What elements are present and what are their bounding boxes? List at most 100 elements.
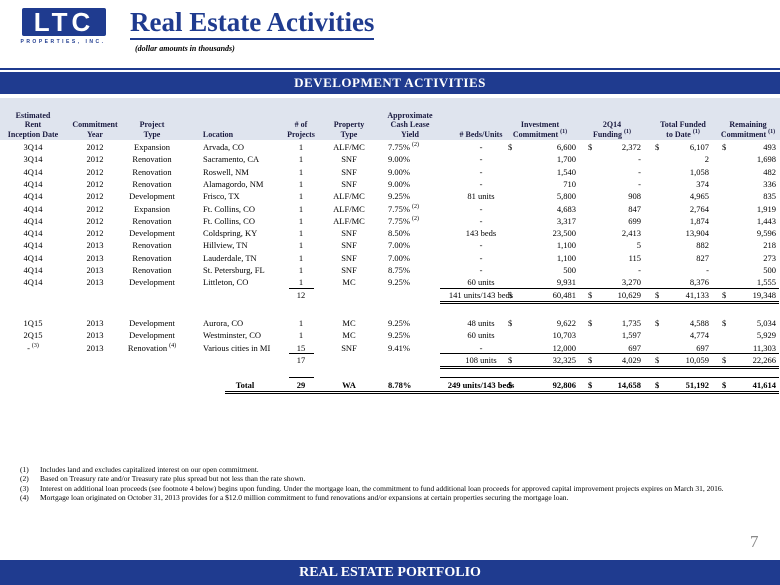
column-header-text: Commitment Year <box>72 120 118 139</box>
cell: WA <box>342 380 356 390</box>
cell: 336 <box>763 178 776 189</box>
rule <box>289 288 314 290</box>
cell: 143 beds <box>465 228 497 239</box>
cell: 9.41% <box>388 342 410 353</box>
cell: 1Q15 <box>23 318 43 328</box>
cell: 4,683 <box>556 203 576 214</box>
cell: Development <box>129 277 175 288</box>
rule <box>289 377 314 378</box>
cell: Renovation <box>132 252 172 263</box>
footnote-ref: (2) <box>411 142 419 149</box>
cell: Renovation <box>132 178 172 189</box>
cell: 4,774 <box>689 330 709 341</box>
column-header: Project Type <box>140 120 165 139</box>
column-header: Location <box>203 130 233 140</box>
cell: - <box>479 203 483 214</box>
cell: 12,000 <box>552 342 576 353</box>
column-header: Commitment Year <box>72 120 117 139</box>
cell-text: 10,629 <box>617 290 641 301</box>
cell: 9,931 <box>556 277 576 288</box>
footnote-mark: (4) <box>20 492 29 502</box>
cell: 22,266 <box>753 355 776 365</box>
cell: 2Q15 <box>23 330 43 341</box>
cell: 9.25% <box>388 191 410 202</box>
cell-text: 6,107 <box>689 142 709 152</box>
cell: 1,100 <box>556 240 576 251</box>
cell: 1,597 <box>621 330 641 341</box>
currency: $ <box>588 142 593 152</box>
column-header: # of Projects <box>287 120 315 139</box>
cell: 827 <box>696 252 709 263</box>
cell: 12 <box>296 290 306 301</box>
cell: 1 <box>298 277 304 288</box>
currency: $ <box>508 355 513 366</box>
currency: $ <box>655 355 660 366</box>
cell: Ft. Collins, CO <box>203 203 255 214</box>
cell: 1,443 <box>756 215 776 226</box>
cell: 4Q14 <box>23 178 43 189</box>
cell-text: 5,034 <box>756 318 776 328</box>
cell: 1 <box>298 166 304 177</box>
cell: ALF/MC <box>333 203 365 214</box>
cell: SNF <box>341 178 357 189</box>
cell: 4Q14 <box>23 240 43 251</box>
cell: 108 units <box>465 355 497 366</box>
footnote-text: Based on Treasury rate and/or Treasury r… <box>40 474 306 484</box>
rule <box>440 301 779 303</box>
cell: 1 <box>298 142 304 152</box>
column-header-text: Total Funded to Date <box>660 120 706 139</box>
cell: Renovation <box>132 265 172 275</box>
column-header-text: Remaining Commitment <box>720 120 767 139</box>
cell: 9.25% <box>388 318 410 328</box>
cell: 9.25% <box>388 277 410 288</box>
cell: 1 <box>298 215 304 226</box>
rule <box>440 353 779 355</box>
cell: 710 <box>563 178 576 189</box>
cell: 2012 <box>86 191 104 202</box>
rule <box>225 391 779 392</box>
cell: 2013 <box>86 342 104 353</box>
cell: 3,317 <box>556 215 576 226</box>
cell: 1,100 <box>556 252 576 263</box>
cell: 115 <box>628 252 641 263</box>
logo-mark: LTC <box>22 8 106 36</box>
cell-text: 14,658 <box>617 380 641 390</box>
cell: - <box>479 142 483 152</box>
cell: 1 <box>298 265 304 275</box>
cell: - (3) <box>27 343 39 353</box>
cell: SNF <box>341 342 357 353</box>
cell: 10,059 <box>686 355 709 365</box>
cell: SNF <box>341 240 357 251</box>
cell: 60 units <box>467 330 495 341</box>
cell: 2012 <box>86 166 104 177</box>
cell: 7.75% (2) <box>388 204 419 214</box>
cell: 4Q14 <box>23 252 43 263</box>
column-header-text: Approximate Cash Lease Yield <box>387 110 433 139</box>
cell: - <box>638 154 641 165</box>
cell: 9.00% <box>388 166 410 177</box>
cell: 141 units/143 beds <box>448 290 514 301</box>
cell: 7.75% (2) <box>388 142 419 152</box>
cell: SNF <box>341 154 357 165</box>
currency: $ <box>722 318 727 328</box>
logo-sub: PROPERTIES, INC. <box>20 39 106 45</box>
logo: LTC PROPERTIES, INC. <box>8 6 118 50</box>
cell: 1,698 <box>756 154 776 165</box>
currency: $ <box>508 142 513 152</box>
cell: 92,806 <box>553 380 576 390</box>
banner-rule <box>0 68 780 70</box>
cell: 11,303 <box>752 342 776 353</box>
currency: $ <box>655 290 660 301</box>
cell-text: 9,622 <box>556 318 576 328</box>
rule <box>440 366 779 368</box>
cell: MC <box>342 277 356 288</box>
cell: Renovation <box>132 166 172 177</box>
cell: 699 <box>628 215 641 226</box>
footnote-text: Mortgage loan originated on October 31, … <box>40 492 569 502</box>
column-header-text: Estimated Rent Inception Date <box>7 110 59 139</box>
column-header: # Beds/Units <box>460 130 503 140</box>
cell: Aurora, CO <box>203 318 244 328</box>
cell: 5,929 <box>756 330 776 341</box>
column-header-text: # of Projects <box>287 120 315 139</box>
cell: 4Q14 <box>23 215 43 226</box>
